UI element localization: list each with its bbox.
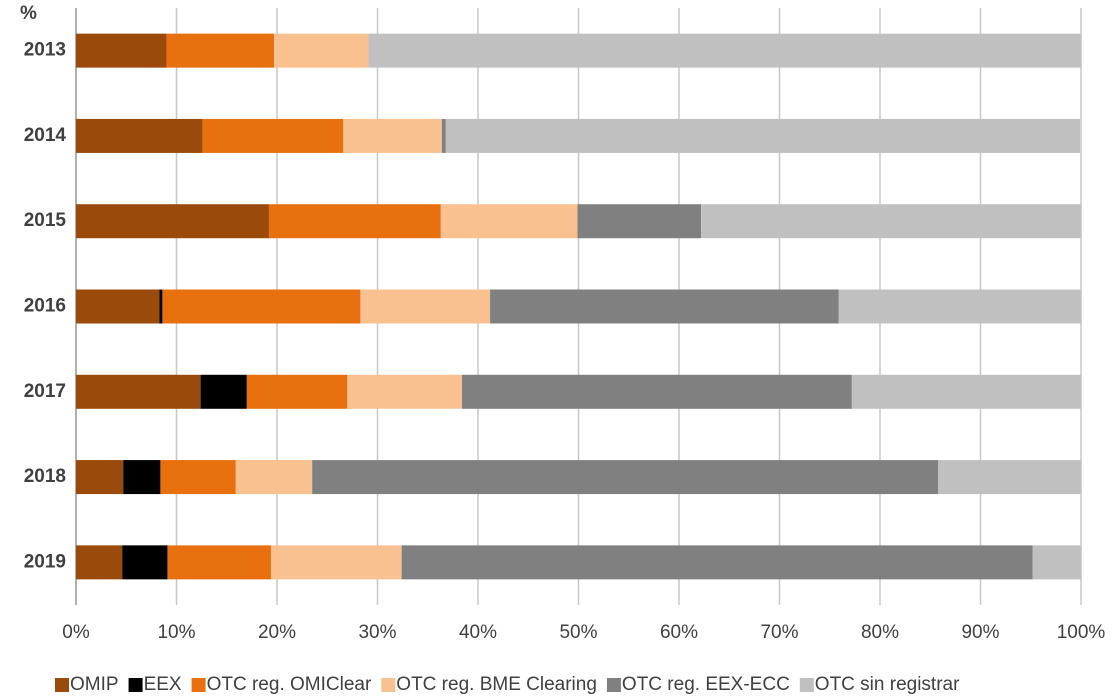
legend-label: OMIP (70, 674, 119, 695)
bar-segment (441, 118, 446, 153)
x-tick-label: 50% (559, 622, 597, 643)
legend-swatch (606, 678, 621, 692)
x-tick-label: 90% (961, 622, 999, 643)
bar-segment (166, 33, 274, 68)
legend-label: OTC sin registrar (815, 674, 960, 695)
bar-segment (360, 289, 491, 324)
bar-segment (167, 545, 271, 580)
y-tick-label: 2016 (24, 296, 66, 317)
bar-segment (202, 118, 344, 153)
y-tick-label: 2014 (24, 125, 67, 146)
legend-swatch (128, 678, 143, 692)
legend-swatch (191, 678, 206, 692)
bar-segment (1032, 545, 1081, 580)
x-tick-label: 20% (258, 622, 296, 643)
bar-segment (159, 289, 163, 324)
x-tick-label: 100% (1057, 622, 1106, 643)
unit-label: % (20, 3, 37, 24)
x-tick-label: 60% (660, 622, 698, 643)
bar-segment (701, 204, 1081, 239)
bar-segment (160, 460, 236, 495)
bar-segment (273, 33, 369, 68)
bar-segment (122, 545, 168, 580)
bar-segment (938, 460, 1081, 495)
bar-segment (838, 289, 1081, 324)
bar-segment (76, 118, 203, 153)
legend-label: OTC reg. BME Clearing (396, 674, 597, 695)
bar-segment (76, 289, 160, 324)
x-tick-label: 70% (760, 622, 798, 643)
bar-segment (270, 545, 402, 580)
y-tick-label: 2018 (24, 466, 66, 487)
bar-segment (851, 374, 1081, 409)
bar-segment (162, 289, 361, 324)
y-tick-label: 2017 (24, 381, 66, 402)
legend-label: OTC reg. OMIClear (207, 674, 372, 695)
legend-label: EEX (144, 674, 182, 695)
bar-segment (577, 204, 702, 239)
legend-swatch (381, 678, 396, 692)
x-tick-label: 0% (62, 622, 90, 643)
x-tick-label: 10% (157, 622, 195, 643)
bar-segment (401, 545, 1033, 580)
bar-segment (76, 460, 124, 495)
bar-segment (347, 374, 462, 409)
bar-segment (268, 204, 441, 239)
bar-segment (343, 118, 442, 153)
bar-segment (490, 289, 839, 324)
bar-segment (440, 204, 578, 239)
bar-segment (461, 374, 852, 409)
bar-segment (246, 374, 348, 409)
bar-segment (76, 204, 269, 239)
legend-swatch (55, 678, 69, 692)
legend-label: OTC reg. EEX-ECC (622, 674, 790, 695)
y-tick-label: 2013 (24, 40, 66, 61)
x-tick-label: 30% (358, 622, 396, 643)
legend-swatch (799, 678, 814, 692)
bar-segment (445, 118, 1080, 153)
bar-segment (76, 545, 123, 580)
bar-segment (76, 374, 201, 409)
bar-segment (123, 460, 161, 495)
bar-segment (312, 460, 939, 495)
x-tick-label: 40% (459, 622, 497, 643)
bar-segment (76, 33, 167, 68)
y-tick-label: 2015 (24, 210, 67, 231)
bar-segment (235, 460, 313, 495)
bar-segment (200, 374, 247, 409)
bar-segment (368, 33, 1082, 68)
x-tick-label: 80% (861, 622, 899, 643)
y-tick-label: 2019 (24, 551, 66, 572)
